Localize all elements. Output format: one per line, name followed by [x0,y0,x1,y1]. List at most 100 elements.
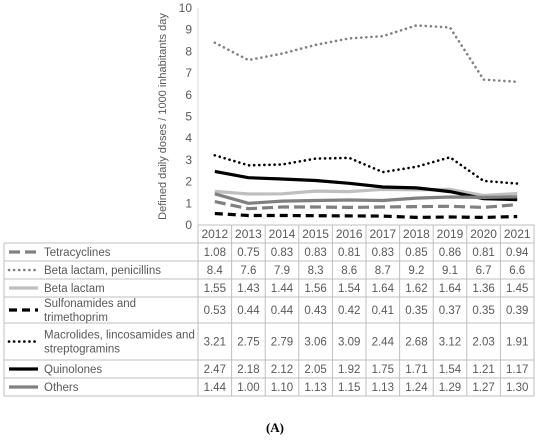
table-cell-value: 1.36 [472,283,494,295]
table-cell-value: 2.05 [304,364,326,376]
table-cell-value: 1.71 [405,364,427,376]
table-cell-value: 1.75 [372,364,394,376]
table-cell-value: 3.09 [338,337,360,349]
x-category-label: 2020 [470,227,497,241]
series-line-5 [214,169,518,202]
legend-entry-label: Sulfonamides and [44,298,136,310]
table-cell-value: 2.47 [204,364,226,376]
table-cell-value: 1.24 [405,382,428,394]
y-tick-label: 9 [185,23,192,37]
table-cell-value: 2.12 [271,364,293,376]
table-cell-value: 1.44 [204,382,227,394]
table-cell-value: 1.43 [237,283,259,295]
table-cell-value: 1.44 [271,283,294,295]
x-category-label: 2016 [336,227,363,241]
table-cell-value: 0.44 [237,305,260,317]
table-cell-value: 8.3 [308,265,324,277]
table-cell-value: 7.6 [240,265,256,277]
table-cell-value: 1.91 [506,337,528,349]
y-tick-label: 10 [179,1,193,15]
table-cell-value: 9.2 [408,265,424,277]
table-cell-value: 6.7 [476,265,492,277]
y-tick-label: 3 [185,153,192,167]
series-line-1 [213,24,519,84]
y-tick-label: 4 [185,131,192,145]
table-cell-value: 1.13 [372,382,394,394]
table-cell-value: 1.56 [304,283,326,295]
series-line-6 [214,192,518,205]
legend-entry-label: Tetracyclines [44,247,111,259]
table-cell-value: 1.13 [304,382,326,394]
table-cell-value: 1.30 [506,382,528,394]
table-cell-value: 1.08 [204,247,226,259]
table-cell-value: 1.45 [506,283,528,295]
y-tick-label: 7 [185,66,192,80]
table-cell-value: 1.15 [338,382,360,394]
table-cell-value: 1.10 [271,382,293,394]
table-cell-value: 1.29 [439,382,461,394]
table-cell-value: 1.92 [338,364,360,376]
table-cell-value: 3.06 [304,337,326,349]
table-cell-value: 2.44 [372,337,395,349]
y-tick-label: 1 [185,196,192,210]
table-cell-value: 0.42 [338,305,360,317]
line-chart-with-data-table: 0 1 2 3 4 5 6 7 8 9 10 Defined daily doses / 1000 i… [3,1,535,397]
table-cell-value: 2.79 [271,337,293,349]
x-category-label: 2013 [235,227,262,241]
legend-entry-label: Macrolides, lincosamides and [44,330,195,342]
legend-entry-label: Beta lactam, penicillins [44,265,161,277]
series-line-4 [213,154,519,185]
y-tick-label: 2 [185,175,192,189]
y-tick-label: 0 [185,218,192,232]
x-category-label: 2015 [302,227,329,241]
x-category-label: 2014 [269,227,296,241]
x-category-label: 2017 [369,227,396,241]
table-cell-value: 0.43 [304,305,326,317]
table-cell-value: 1.00 [237,382,259,394]
x-category-label: 2021 [504,227,531,241]
table-cell-value: 0.37 [439,305,461,317]
series-line-2 [214,187,518,198]
table-cell-value: 1.64 [372,283,395,295]
x-category-label: 2019 [437,227,464,241]
table-cell-value: 1.54 [439,364,462,376]
table-cell-value: 7.9 [274,265,290,277]
legend-entry-label: trimethoprim [44,312,108,324]
table-cell-value: 0.35 [472,305,494,317]
table-cell-value: 2.03 [472,337,494,349]
table-cell-value: 0.44 [271,305,294,317]
table-cell-value: 1.21 [472,364,494,376]
table-cell-value: 1.64 [439,283,462,295]
table-cell-value: 0.85 [405,247,427,259]
table-cell-value: 0.83 [372,247,394,259]
table-cell-value: 0.39 [506,305,528,317]
legend-entry-label: Beta lactam [44,283,105,295]
table-cell-value: 1.17 [506,364,528,376]
table-cell-value: 0.41 [372,305,394,317]
figure-caption: (A) [265,420,285,435]
table-cell-value: 0.86 [439,247,461,259]
table-cell-value: 0.75 [237,247,259,259]
table-cell-value: 3.21 [204,337,226,349]
y-tick-label: 6 [185,88,192,102]
table-cell-value: 3.12 [439,337,461,349]
table-cell-value: 9.1 [442,265,458,277]
series-line-0 [214,200,518,211]
y-tick-label: 8 [185,44,192,58]
series-line-3 [214,211,518,219]
x-category-label: 2012 [201,227,228,241]
table-cell-value: 0.81 [338,247,360,259]
table-cell-value: 8.4 [207,265,224,277]
table-cell-value: 0.53 [204,305,226,317]
table-cell-value: 0.83 [304,247,326,259]
table-cell-value: 1.55 [204,283,226,295]
table-cell-value: 6.6 [509,265,525,277]
table-cell-value: 8.7 [375,265,391,277]
table-cell-value: 2.75 [237,337,259,349]
legend-entry-label: Quinolones [44,364,102,376]
table-cell-value: 1.27 [472,382,494,394]
x-category-label: 2018 [403,227,430,241]
table-cell-value: 8.6 [341,265,357,277]
y-axis-title: Defined daily doses / 1000 inhabitants d… [157,13,169,220]
legend-entry-label: Others [44,382,79,394]
